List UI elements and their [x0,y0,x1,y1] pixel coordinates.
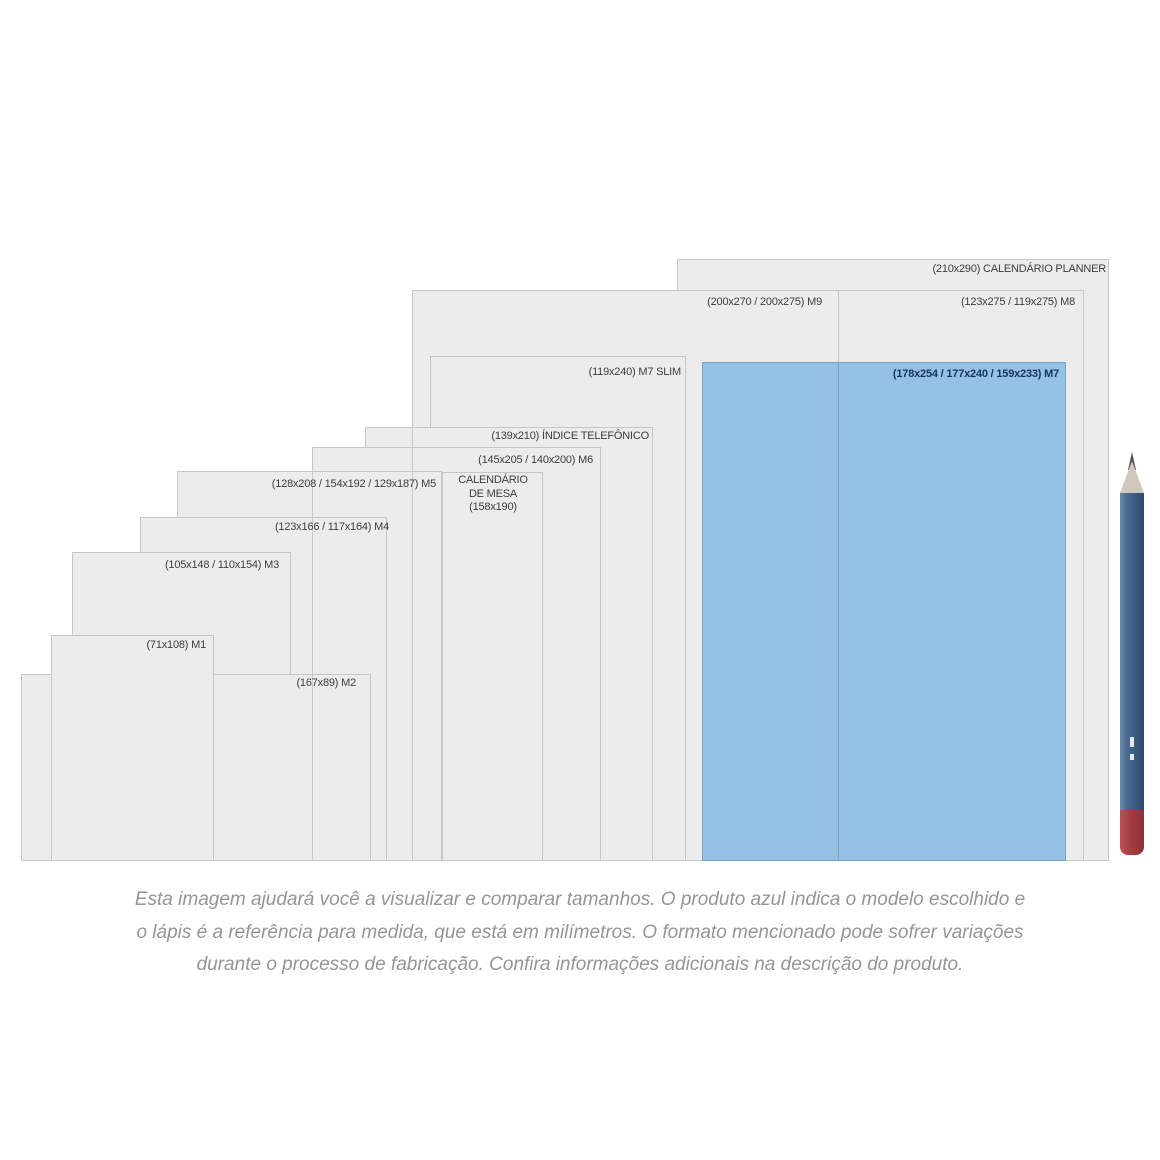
pencil-body [1120,493,1144,810]
size-rect-m7-highlighted [702,362,1066,861]
size-label-m1: (71x108) M1 [146,639,206,651]
caption-line-1: Esta imagem ajudará você a visualizar e … [134,889,1026,910]
calendario-mesa-line3: (158x190) [469,501,517,513]
size-label-calendario-planner: (210x290) CALENDÁRIO PLANNER [932,263,1106,275]
caption-line-3: durante o processo de fabricação. Confir… [196,954,964,975]
size-rect-calendario-mesa [442,472,543,861]
pencil-brand-mark [1130,737,1134,747]
size-label-m6: (145x205 / 140x200) M6 [478,454,593,466]
m6-left-edge-line [312,471,313,861]
m9-left-edge-line [412,427,413,861]
caption-line-2: o lápis é a referência para medida, que … [136,922,1024,943]
size-label-indice-telefonico: (139x210) ÍNDICE TELEFÔNICO [491,430,649,442]
size-label-m5: (128x208 / 154x192 / 129x187) M5 [271,478,436,490]
size-label-m7-highlighted: (178x254 / 177x240 / 159x233) M7 [892,368,1059,380]
m8-left-edge-line-over-blue [838,363,839,860]
size-rect-m1 [51,635,214,861]
size-label-m4: (123x166 / 117x164) M4 [274,521,389,533]
size-label-m9: (200x270 / 200x275) M9 [707,296,822,308]
size-label-m8: (123x275 / 119x275) M8 [960,296,1075,308]
pencil-red-end [1120,810,1144,855]
size-label-calendario-mesa: CALENDÁRIO DE MESA (158x190) [440,474,546,515]
size-label-m7-slim: (119x240) M7 SLIM [588,366,682,378]
calendario-mesa-line1: CALENDÁRIO [458,474,528,486]
size-label-m2: (167x89) M2 [296,677,356,689]
pencil-reference-icon [1120,452,1144,855]
pencil-brand-mark [1130,754,1134,760]
size-label-m3: (105x148 / 110x154) M3 [164,559,279,571]
pencil-wood-cone [1120,461,1144,493]
calendario-mesa-line2: DE MESA [468,487,518,500]
